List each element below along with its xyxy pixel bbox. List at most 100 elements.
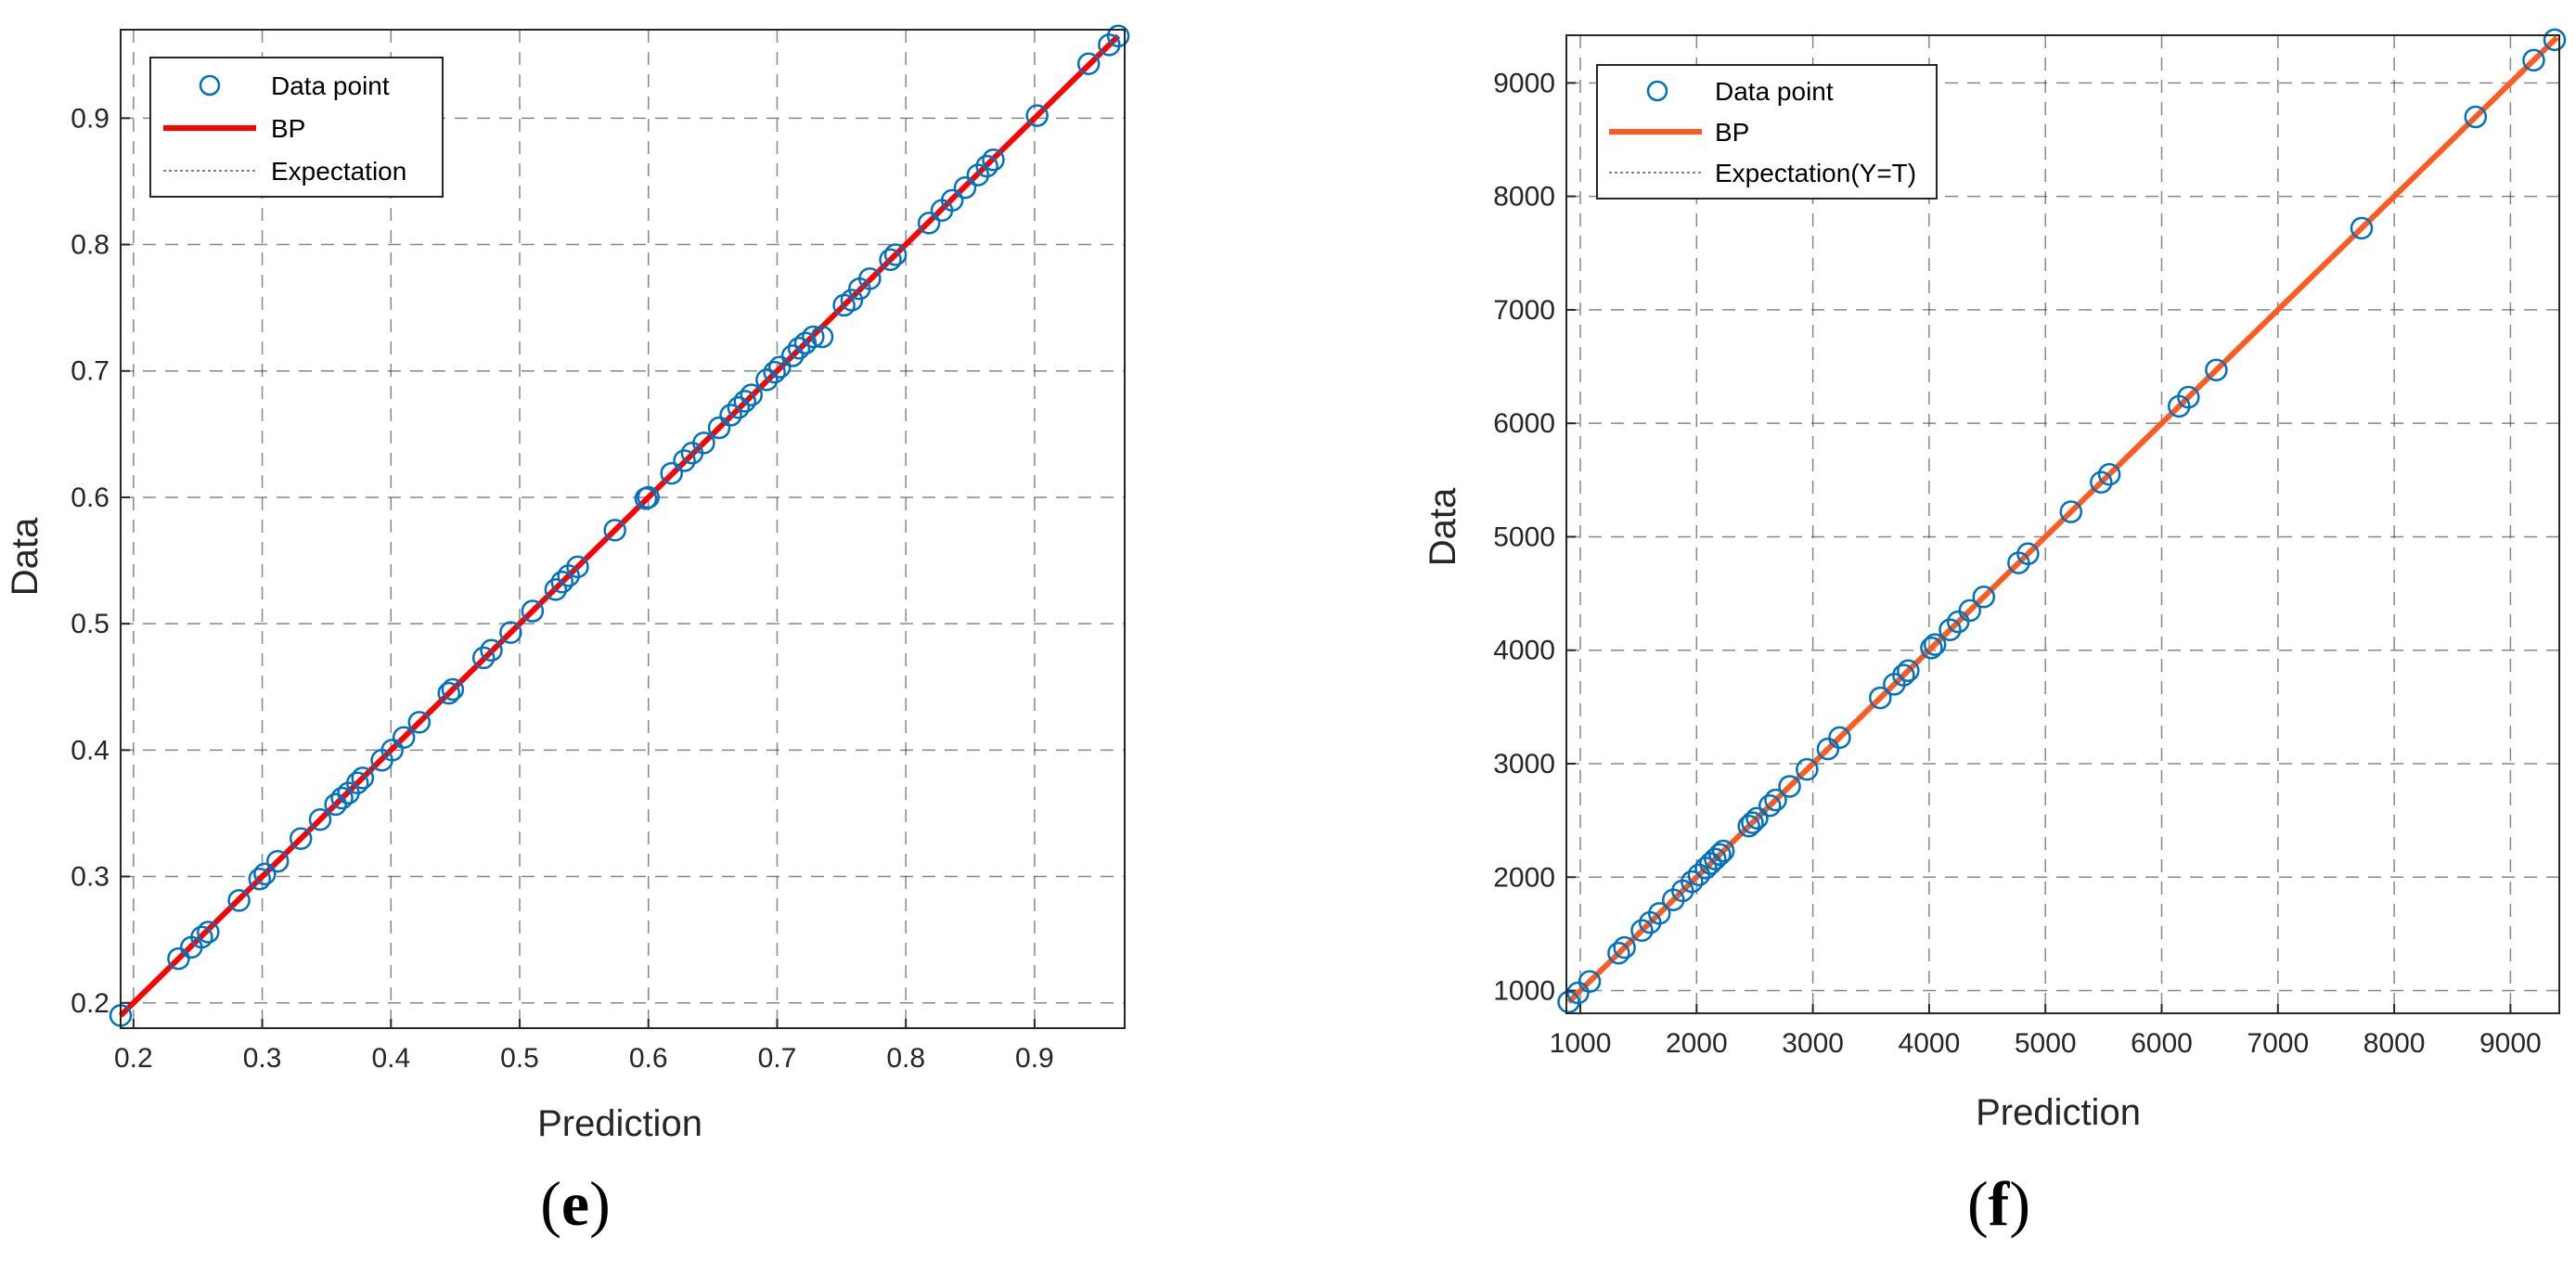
- chart-f-data-point: [1566, 981, 1590, 1005]
- chart-e-x-tick-label: 0.4: [371, 1043, 410, 1074]
- chart-f-data-point: [1958, 599, 1982, 623]
- chart-f-legend-marker-points: [1646, 80, 1668, 102]
- chart-f-x-tick-label: 2000: [1666, 1028, 1728, 1059]
- chart-f-data-point: [1613, 935, 1636, 959]
- chart-f: 1000 2000 3000 4000 5000 6000 7000 8000 9000 100…: [1423, 28, 2567, 1239]
- chart-e-x-tick-label: 0.9: [1015, 1043, 1054, 1074]
- chart-e-caption-close: ): [589, 1168, 611, 1239]
- chart-f-fit-line: [1566, 35, 2559, 1004]
- chart-e-data-point: [480, 638, 503, 663]
- chart-f-y-tick-label: 7000: [1493, 295, 1555, 326]
- chart-e-legend: Data point BP Expectation: [149, 57, 444, 198]
- chart-f-data-point: [1578, 970, 1602, 994]
- chart-f-x-tick-label: 3000: [1782, 1028, 1844, 1059]
- chart-f-x-tick-label: 1000: [1550, 1028, 1612, 1059]
- chart-e-y-tick-label: 0.5: [71, 609, 109, 639]
- chart-f-data-point: [1938, 618, 1962, 641]
- chart-e-data-point: [883, 243, 908, 266]
- chart-f-caption-open: (: [1967, 1168, 1989, 1239]
- chart-e-x-tick-label: 0.8: [886, 1043, 925, 1074]
- chart-e-data-point: [566, 555, 589, 579]
- chart-e-data-point: [392, 726, 416, 749]
- chart-f-y-ticks: 1000 2000 3000 4000 5000 6000 7000 8000 9000: [1493, 68, 1576, 1007]
- chart-f-data-point: [1869, 686, 1892, 710]
- chart-e: 0.2 0.3 0.4 0.5 0.6 0.7 0.8 0.9 0.2 0.3 0.4 0.5 0.6…: [5, 24, 1130, 1239]
- chart-f-data-point: [1778, 775, 1801, 798]
- chart-e-data-point: [740, 383, 763, 406]
- chart-f-x-axis-label: Prediction: [1976, 1092, 2141, 1133]
- chart-f-x-tick-label: 5000: [2015, 1028, 2077, 1059]
- chart-e-data-point: [767, 355, 792, 379]
- chart-e-data-point: [521, 599, 545, 623]
- chart-f-fit-segment: [1566, 35, 2559, 1004]
- chart-e-gridlines: [121, 30, 1125, 1028]
- chart-e-data-point: [673, 449, 696, 472]
- chart-e-data-point: [1106, 24, 1130, 48]
- chart-f-x-tick-label: 6000: [2131, 1028, 2193, 1059]
- chart-e-data-point: [197, 921, 220, 944]
- chart-f-caption: (f): [1967, 1168, 2030, 1239]
- chart-e-data-point: [324, 792, 347, 817]
- chart-f-y-tick-label: 4000: [1493, 636, 1555, 666]
- chart-f-data-point: [1892, 663, 1915, 687]
- chart-e-y-tick-label: 0.2: [71, 988, 109, 1019]
- chart-f-data-point: [1708, 843, 1732, 867]
- chart-f-caption-close: ): [2009, 1168, 2030, 1239]
- chart-f-data-point: [2522, 48, 2545, 72]
- chart-f-y-tick-label: 5000: [1493, 522, 1555, 552]
- chart-e-data-point: [917, 212, 941, 235]
- chart-f-data-point: [2090, 470, 2113, 495]
- chart-e-x-tick-label: 0.2: [114, 1043, 153, 1074]
- chart-f-x-ticks: 1000 2000 3000 4000 5000 6000 7000 8000 9000: [1550, 1004, 2542, 1059]
- chart-e-y-tick-label: 0.9: [71, 103, 109, 134]
- chart-e-legend-label-points: Data point: [271, 71, 390, 100]
- chart-e-data-point: [471, 646, 496, 670]
- chart-e-data-point: [167, 946, 190, 971]
- chart-f-legend-box: [1596, 64, 1938, 200]
- chart-e-data-point: [407, 711, 431, 734]
- chart-f-data-point: [1681, 869, 1704, 894]
- chart-e-data-point: [437, 681, 460, 705]
- chart-e-legend-label-fit: BP: [271, 114, 305, 143]
- chart-e-data-point: [802, 325, 825, 349]
- chart-f-y-tick-label: 8000: [1493, 182, 1555, 212]
- chart-f-data-point: [1946, 610, 1970, 634]
- chart-e-data-point: [1025, 104, 1049, 127]
- chart-e-data-point: [248, 868, 272, 891]
- chart-e-data-point: [858, 267, 882, 290]
- chart-e-caption-open: (: [540, 1168, 561, 1239]
- chart-e-axes-box: [120, 29, 1126, 1029]
- chart-e-x-tick-label: 0.3: [243, 1043, 282, 1074]
- chart-e-y-tick-label: 0.8: [71, 230, 109, 261]
- chart-e-x-tick-label: 0.5: [500, 1043, 539, 1074]
- chart-e-data-point: [719, 404, 742, 427]
- chart-e-data-point: [265, 849, 290, 873]
- chart-e-legend-label-expectation: Expectation: [271, 157, 406, 186]
- chart-e-data-point: [707, 416, 731, 440]
- chart-f-y-tick-label: 1000: [1493, 976, 1555, 1007]
- chart-f-y-axis-label: Data: [1423, 487, 1463, 566]
- chart-e-x-ticks: 0.2 0.3 0.4 0.5 0.6 0.7 0.8 0.9: [114, 1019, 1054, 1074]
- chart-e-data-point: [441, 677, 465, 702]
- chart-e-data-point: [289, 827, 313, 850]
- chart-f-data-point: [2464, 105, 2488, 129]
- chart-f-data-point: [1737, 814, 1760, 838]
- chart-e-fit-segment: [118, 33, 1121, 1018]
- chart-f-data-point: [1897, 659, 1920, 682]
- chart-f-data-point: [1764, 788, 1787, 812]
- chart-e-y-tick-label: 0.4: [71, 735, 109, 766]
- chart-e-data-point: [499, 621, 522, 644]
- chart-e-data-point: [660, 461, 683, 485]
- chart-e-data-point: [345, 771, 369, 795]
- chart-e-data-point: [975, 154, 998, 178]
- chart-f-data-point: [1796, 757, 1819, 781]
- chart-e-caption: (e): [540, 1168, 611, 1239]
- chart-e-data-point: [940, 188, 964, 212]
- chart-f-data-point: [1647, 902, 1671, 925]
- chart-e-x-tick-label: 0.7: [758, 1043, 797, 1074]
- chart-f-data-point: [1828, 726, 1851, 750]
- chart-f-data-point: [1711, 839, 1735, 863]
- chart-e-y-tick-label: 0.6: [71, 483, 109, 513]
- chart-e-data-point: [840, 289, 864, 312]
- chart-f-data-point: [1920, 637, 1943, 660]
